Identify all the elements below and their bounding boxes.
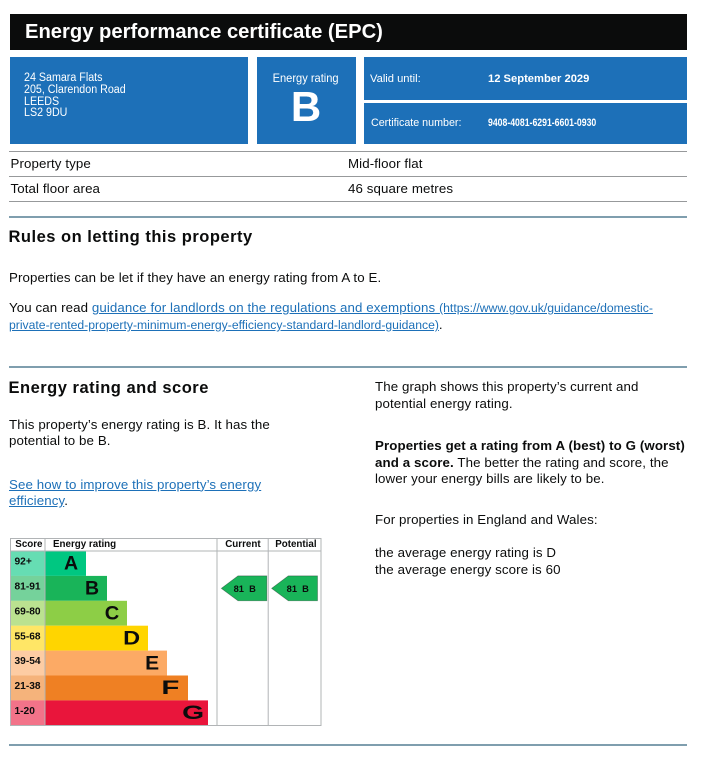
svg-text:21-38: 21-38: [15, 681, 41, 692]
svg-text:Score: Score: [15, 539, 43, 550]
svg-text:B: B: [85, 577, 99, 599]
svg-text:Potential: Potential: [275, 539, 317, 550]
svg-text:69-80: 69-80: [15, 606, 41, 617]
svg-text:Energy rating: Energy rating: [53, 539, 116, 550]
svg-text:55-68: 55-68: [15, 631, 41, 642]
svg-text:81 B: 81 B: [234, 583, 257, 593]
svg-text:E: E: [145, 652, 159, 674]
svg-text:1-20: 1-20: [15, 706, 36, 717]
svg-text:81-91: 81-91: [15, 581, 41, 592]
svg-text:92+: 92+: [15, 556, 32, 567]
svg-text:F: F: [161, 677, 179, 699]
svg-text:G: G: [182, 702, 204, 724]
svg-text:Current: Current: [225, 539, 261, 550]
svg-text:D: D: [123, 627, 140, 649]
svg-text:81 B: 81 B: [287, 583, 310, 593]
svg-text:C: C: [105, 602, 120, 624]
svg-text:39-54: 39-54: [15, 656, 41, 667]
svg-text:A: A: [64, 552, 78, 574]
